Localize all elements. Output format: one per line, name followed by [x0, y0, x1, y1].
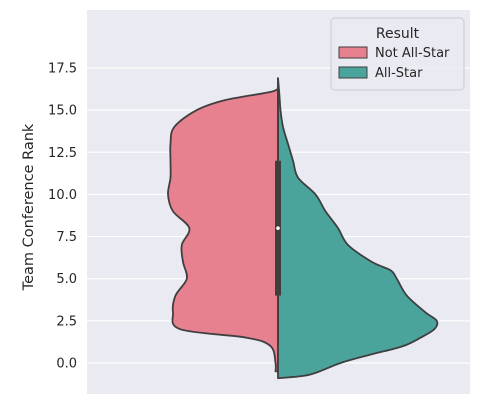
box-median	[276, 226, 280, 230]
y-tick-label: 5.0	[56, 272, 77, 287]
y-axis-label: Team Conference Rank	[21, 123, 37, 291]
y-tick-label: 10.0	[48, 188, 77, 203]
legend-swatch-not-all-star	[339, 47, 367, 58]
y-tick-label: 0.0	[56, 357, 77, 372]
y-tick-label: 15.0	[48, 104, 77, 119]
legend: Result Not All-Star All-Star	[331, 18, 464, 90]
y-tick-label: 17.5	[48, 62, 77, 77]
legend-swatch-all-star	[339, 67, 367, 78]
y-tick-label: 12.5	[48, 146, 77, 161]
legend-label-not-all-star: Not All-Star	[375, 46, 450, 61]
legend-title: Result	[376, 26, 420, 42]
y-tick-label: 2.5	[56, 314, 77, 329]
y-tick-label: 7.5	[56, 230, 77, 245]
legend-label-all-star: All-Star	[375, 66, 423, 81]
